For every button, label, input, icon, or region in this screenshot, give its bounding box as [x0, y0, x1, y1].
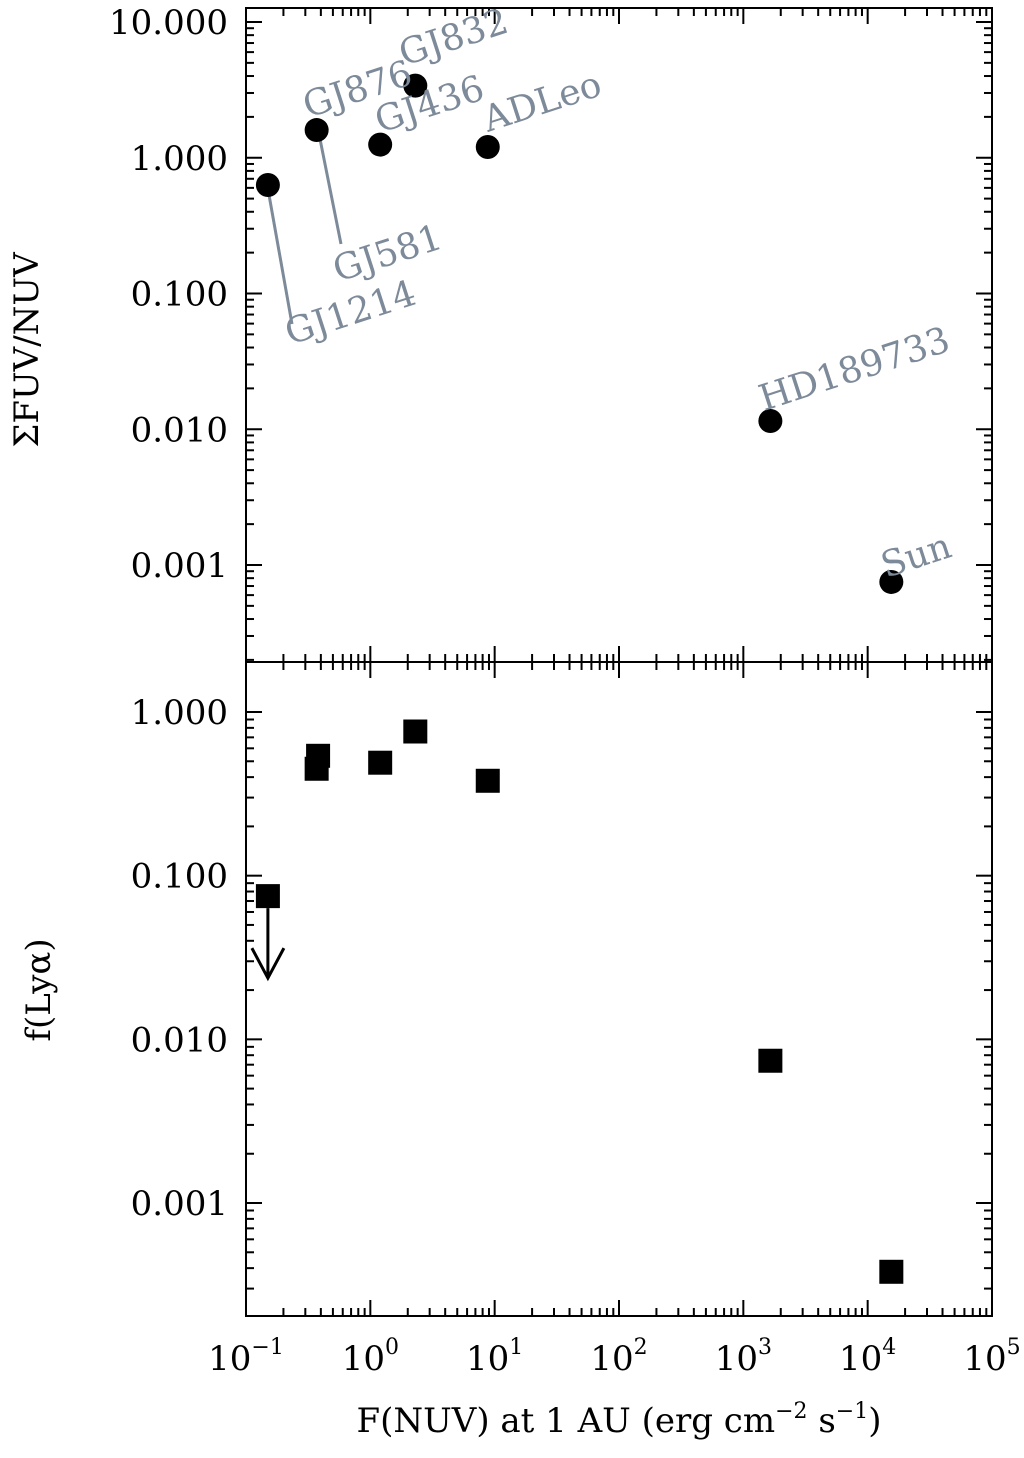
x-tick-label: 100 — [342, 1335, 399, 1379]
bottom-panel: 1.000 0.100 0.010 0.001 f(Lyα) — [19, 661, 993, 1317]
y-tick-label: 10.000 — [109, 3, 228, 43]
label-hd189733: HD189733 — [754, 319, 955, 419]
y-tick-label: 0.001 — [131, 1184, 228, 1224]
label-sun: Sun — [876, 526, 956, 587]
x-tick-label-exponent: 4 — [882, 1335, 896, 1360]
top-leader-lines — [264, 123, 343, 325]
x-tick-label-base: 10 — [590, 1339, 633, 1379]
x-tick-label-exponent: 0 — [385, 1335, 399, 1360]
upper-limit-arrow — [250, 908, 286, 982]
leader-gj1214 — [264, 177, 294, 325]
leader-gj581 — [315, 123, 343, 245]
x-tick-label-base: 10 — [715, 1339, 758, 1379]
top-annotations: GJ1214GJ581GJ876GJ436GJ832ADLeoHD189733S… — [280, 1, 956, 587]
square-point — [306, 743, 331, 768]
y-tick-label: 0.100 — [131, 275, 228, 315]
x-tick-label-base: 10 — [839, 1339, 882, 1379]
upper-limit-arrow-head — [250, 947, 286, 982]
point-sun — [879, 569, 904, 594]
x-tick-label: 103 — [715, 1335, 772, 1379]
y-tick-label: 0.001 — [131, 546, 228, 586]
top-x-ticks — [245, 8, 993, 662]
top-y-axis-title: ΣFUV/NUV — [7, 251, 47, 448]
y-tick-label: 0.100 — [131, 857, 228, 897]
square-point — [879, 1259, 904, 1284]
point-hd189733 — [758, 409, 783, 434]
point-gj876 — [304, 118, 329, 143]
x-tick-label-base: 10 — [963, 1339, 1006, 1379]
point-gj436 — [368, 132, 393, 157]
y-tick-label: 1.000 — [131, 693, 228, 733]
bottom-points — [255, 719, 904, 1284]
x-axis-title-exp1: −2 — [775, 1399, 807, 1424]
x-tick-label-exponent: −1 — [251, 1335, 283, 1360]
x-tick-label-exponent: 2 — [634, 1335, 648, 1360]
x-tick-labels: 10−1 100 101 102 103 104 105 — [208, 1335, 1020, 1379]
x-axis-title-exp2: −1 — [836, 1399, 868, 1424]
bottom-x-ticks — [245, 662, 993, 1316]
square-point — [403, 719, 428, 744]
x-tick-label-exponent: 1 — [509, 1335, 523, 1360]
x-axis-title-post: ) — [868, 1401, 881, 1441]
x-tick-label: 101 — [466, 1335, 523, 1379]
x-tick-label-base: 10 — [342, 1339, 385, 1379]
x-axis-title-pre: F(NUV) at 1 AU (erg cm — [357, 1401, 776, 1441]
x-tick-label-exponent: 5 — [1007, 1335, 1021, 1360]
square-point — [368, 750, 393, 775]
top-y-ticks: 10.000 1.000 0.100 0.010 0.001 — [109, 3, 992, 661]
y-tick-label: 0.010 — [131, 1020, 228, 1060]
x-tick-label-base: 10 — [466, 1339, 509, 1379]
point-gj832 — [403, 73, 428, 98]
x-tick-label: 104 — [839, 1335, 896, 1379]
bottom-plot-frame — [245, 661, 993, 1317]
label-adleo: ADLeo — [477, 64, 606, 141]
square-point — [758, 1048, 783, 1073]
bottom-y-ticks: 1.000 0.100 0.010 0.001 — [131, 693, 992, 1290]
x-tick-label: 102 — [590, 1335, 647, 1379]
x-tick-label: 105 — [963, 1335, 1020, 1379]
point-adleo — [475, 135, 500, 160]
x-axis-title: F(NUV) at 1 AU (erg cm−2 s−1) — [357, 1399, 882, 1441]
y-tick-label: 1.000 — [131, 139, 228, 179]
point-gj1214 — [255, 172, 280, 197]
y-tick-label: 0.010 — [131, 410, 228, 450]
x-axis-title-mid: s — [808, 1401, 836, 1441]
label-gj832: GJ832 — [394, 1, 513, 75]
square-point — [475, 768, 500, 793]
square-point — [255, 884, 280, 909]
x-tick-label-exponent: 3 — [758, 1335, 772, 1360]
bottom-y-axis-title: f(Lyα) — [19, 938, 59, 1041]
top-points — [255, 73, 904, 594]
x-tick-label-base: 10 — [208, 1339, 251, 1379]
x-tick-label: 10−1 — [208, 1335, 284, 1379]
